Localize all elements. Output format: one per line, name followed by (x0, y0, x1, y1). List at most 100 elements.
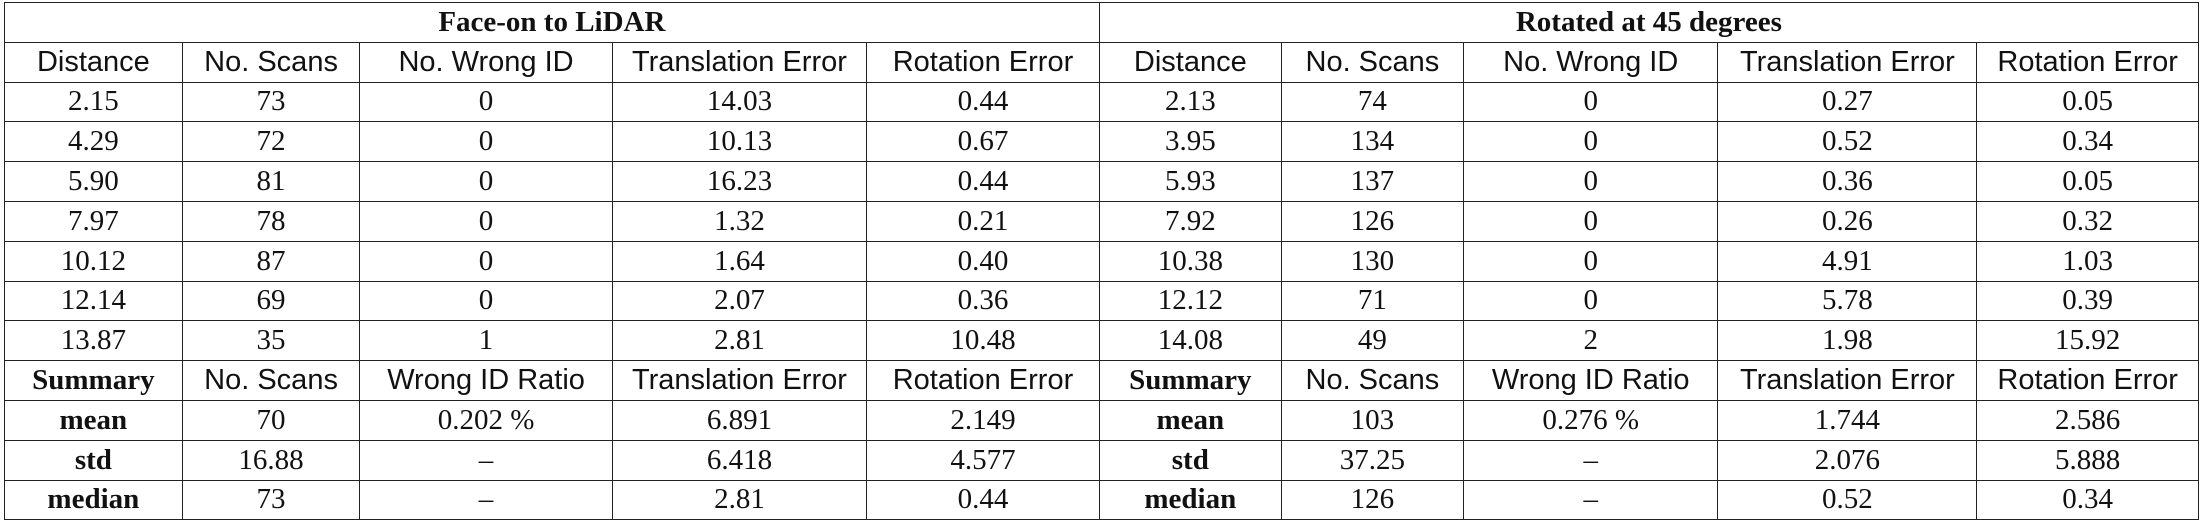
summary-label: Summary (1098, 360, 1282, 401)
summary-column-header: Translation Error (611, 360, 868, 401)
table-cell: 0 (1462, 81, 1719, 123)
table-cell: 0.36 (1717, 161, 1978, 202)
summary-row: std 16.88–6.418 4.577 std 37.25–2.076 5.888 (4, 439, 2199, 481)
table-cell: 126 (1280, 200, 1464, 242)
summary-cell: 16.88 (181, 439, 361, 481)
summary-stat-label: median (4, 479, 183, 521)
summary-cell: 4.577 (866, 439, 1100, 481)
table-row: 13.87 35 1 2.81 10.48 14.08 49 2 1.98 15.92 (4, 320, 2199, 362)
table-cell: 0.05 (1976, 161, 2199, 202)
table-cell: 7.92 (1098, 200, 1282, 242)
table-cell: 81 (181, 161, 361, 202)
column-header: No. Scans (1280, 41, 1464, 83)
table-cell: 2.81 (611, 320, 868, 362)
table-cell: 5.90 (4, 161, 183, 202)
summary-column-header: Wrong ID Ratio (359, 360, 613, 401)
table-cell: 71 (1280, 280, 1464, 322)
table-cell: 0.44 (866, 81, 1100, 123)
summary-cell: – (1462, 439, 1719, 481)
summary-cell: 103 (1280, 399, 1464, 441)
table-cell: 0 (359, 240, 613, 282)
table-cell: 0 (359, 121, 613, 163)
column-header: No. Wrong ID (359, 41, 613, 83)
table-cell: 15.92 (1976, 320, 2199, 362)
summary-cell: – (359, 439, 613, 481)
summary-column-header: Rotation Error (1976, 360, 2199, 401)
table-cell: 12.12 (1098, 280, 1282, 322)
table-cell: 0.67 (866, 121, 1100, 163)
table-cell: 16.23 (611, 161, 868, 202)
table-cell: 2.07 (611, 280, 868, 322)
summary-stat-label: std (4, 439, 183, 481)
summary-row: median 73–2.81 0.44 median 126–0.52 0.34 (4, 479, 2199, 521)
summary-cell: – (1462, 479, 1719, 521)
table-cell: 0.21 (866, 200, 1100, 242)
summary-cell: 2.076 (1717, 439, 1978, 481)
table-cell: 7.97 (4, 200, 183, 242)
group-title-row: Face-on to LiDAR Rotated at 45 degrees (4, 2, 2200, 43)
table-cell: 134 (1280, 121, 1464, 163)
table-cell: 0.32 (1976, 200, 2199, 242)
summary-column-header: No. Scans (1280, 360, 1464, 401)
summary-cell: 2.149 (866, 399, 1100, 441)
table-row: 5.90 81 0 16.23 0.44 5.93 137 0 0.36 0.05 (4, 161, 2199, 202)
column-header: Rotation Error (1976, 41, 2199, 83)
table-cell: 1.32 (611, 200, 868, 242)
table-cell: 137 (1280, 161, 1464, 202)
summary-cell: 0.34 (1976, 479, 2199, 521)
table-cell: 10.12 (4, 240, 183, 282)
table-cell: 0 (1462, 121, 1719, 163)
table-cell: 0.27 (1717, 81, 1978, 123)
table-cell: 10.38 (1098, 240, 1282, 282)
summary-column-header: Wrong ID Ratio (1462, 360, 1719, 401)
summary-stat-label: std (1098, 439, 1282, 481)
table-cell: 87 (181, 240, 361, 282)
table-cell: 0.52 (1717, 121, 1978, 163)
table-cell: 1.03 (1976, 240, 2199, 282)
table-cell: 72 (181, 121, 361, 163)
table-cell: 0.34 (1976, 121, 2199, 163)
column-header-row: Distance No. Scans No. Wrong ID Translation… (4, 41, 2199, 83)
table-cell: 14.08 (1098, 320, 1282, 362)
group-title: Face-on to LiDAR (4, 2, 1100, 43)
summary-column-header: No. Scans (181, 360, 361, 401)
table-cell: 0 (359, 161, 613, 202)
table-cell: 12.14 (4, 280, 183, 322)
column-header: Translation Error (611, 41, 868, 83)
table-cell: 0 (1462, 280, 1719, 322)
summary-cell: 0.202 % (359, 399, 613, 441)
summary-cell: 126 (1280, 479, 1464, 521)
table-cell: 2 (1462, 320, 1719, 362)
summary-header-row: Summary No. Scans Wrong ID Ratio Translatio… (4, 360, 2199, 401)
table-cell: 35 (181, 320, 361, 362)
summary-cell: 6.418 (611, 439, 868, 481)
table-row: 10.12 87 0 1.64 0.40 10.38 130 0 4.91 1.03 (4, 240, 2199, 282)
table-cell: 14.03 (611, 81, 868, 123)
table-cell: 73 (181, 81, 361, 123)
summary-cell: 2.81 (611, 479, 868, 521)
table-cell: 0 (359, 81, 613, 123)
table-cell: 0.40 (866, 240, 1100, 282)
table-cell: 0.26 (1717, 200, 1978, 242)
summary-cell: 1.744 (1717, 399, 1978, 441)
summary-stat-label: mean (4, 399, 183, 441)
table-cell: 0 (359, 200, 613, 242)
summary-cell: 70 (181, 399, 361, 441)
table-cell: 1 (359, 320, 613, 362)
column-header: Distance (4, 41, 183, 83)
summary-cell: 73 (181, 479, 361, 521)
summary-cell: 2.586 (1976, 399, 2199, 441)
table-cell: 0 (359, 280, 613, 322)
summary-stat-label: mean (1098, 399, 1282, 441)
column-header: No. Scans (181, 41, 361, 83)
table-cell: 74 (1280, 81, 1464, 123)
table-cell: 1.64 (611, 240, 868, 282)
table-cell: 0 (1462, 161, 1719, 202)
table-body: Face-on to LiDAR Rotated at 45 degrees Dis… (4, 2, 2200, 521)
table-row: 12.14 69 0 2.07 0.36 12.12 71 0 5.78 0.39 (4, 280, 2199, 322)
table-cell: 4.91 (1717, 240, 1978, 282)
table-cell: 2.13 (1098, 81, 1282, 123)
summary-cell: 0.44 (866, 479, 1100, 521)
summary-stat-label: median (1098, 479, 1282, 521)
summary-cell: – (359, 479, 613, 521)
